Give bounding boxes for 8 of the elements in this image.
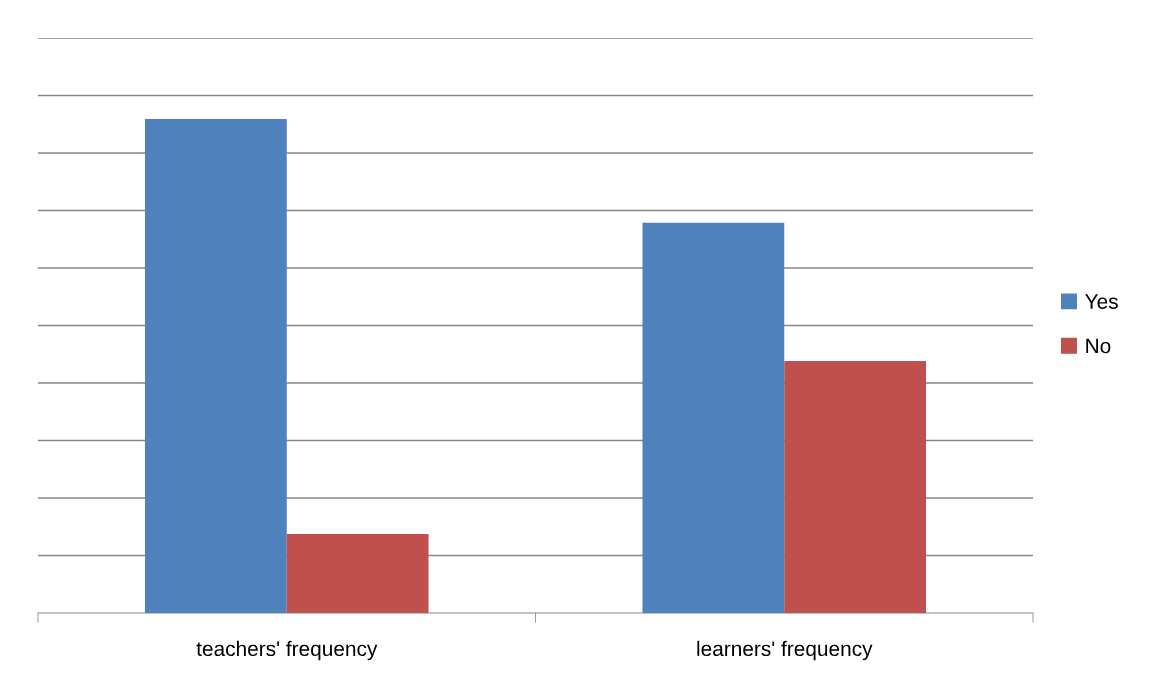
legend-label: No xyxy=(1086,338,1111,354)
bar xyxy=(144,119,287,613)
bar xyxy=(286,533,429,613)
bar xyxy=(642,222,785,613)
x-tick-label: teachers' frequency xyxy=(196,640,378,661)
legend-label: Yes xyxy=(1085,294,1118,309)
x-tick-label: learners' frequency xyxy=(697,640,873,661)
bar xyxy=(784,361,927,613)
